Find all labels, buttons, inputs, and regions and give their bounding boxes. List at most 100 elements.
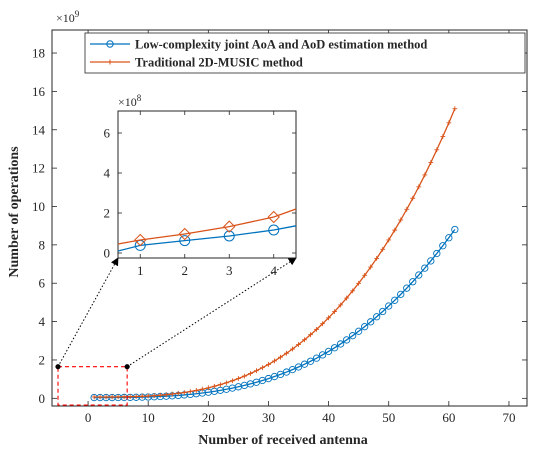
data-point	[290, 346, 295, 352]
data-point	[235, 376, 241, 381]
data-point	[115, 394, 121, 400]
main-y-tick-labels: 0 2 4 6 8 10 12 14 16 18	[32, 46, 46, 406]
inset-data-point	[267, 210, 280, 224]
data-point	[350, 288, 356, 294]
inset-plot-frame	[117, 110, 297, 259]
inset-x-tick-label: 4	[271, 263, 278, 278]
data-point	[314, 326, 319, 332]
data-point	[330, 344, 339, 352]
data-point	[348, 332, 357, 340]
data-point	[211, 383, 217, 389]
x-tick-label: 60	[442, 410, 455, 425]
legend-marker-2d-music	[107, 59, 113, 65]
data-point	[175, 390, 181, 396]
inset-data-point	[268, 224, 280, 236]
data-point	[103, 394, 109, 400]
legend-box	[84, 32, 526, 74]
data-point	[433, 249, 441, 258]
data-point	[361, 323, 369, 331]
data-point	[260, 365, 265, 371]
data-point	[312, 354, 321, 362]
data-point	[254, 368, 259, 374]
data-point	[415, 271, 423, 279]
data-point	[193, 388, 199, 393]
main-y-exponent-power: 9	[75, 9, 80, 19]
data-point	[294, 363, 303, 371]
data-point	[169, 391, 175, 397]
data-point	[181, 390, 187, 395]
inset-series-line	[117, 225, 297, 252]
inset-x-tick-label: 3	[226, 263, 233, 278]
y-axis-label: Number of operations	[7, 146, 22, 278]
data-point	[342, 336, 351, 344]
inset-y-exponent-base: ×10	[118, 95, 137, 109]
data-point	[133, 394, 139, 399]
data-point	[151, 393, 157, 399]
data-point	[440, 134, 446, 139]
data-point	[452, 106, 458, 112]
legend: Low-complexity joint AoA and AoD estimat…	[84, 32, 526, 74]
data-point	[446, 120, 452, 126]
x-tick-label: 30	[262, 410, 275, 425]
inset-axes: 1 2 3 4 0 2 4 6 ×108	[104, 93, 297, 278]
data-point	[356, 280, 362, 286]
data-point	[97, 394, 103, 400]
main-x-tick-labels: 0 10 20 30 40 50 60 70	[85, 410, 516, 425]
y-tick-label: 18	[32, 46, 45, 61]
data-point	[278, 354, 283, 360]
zoom-annotations	[55, 257, 297, 406]
data-point	[308, 332, 313, 338]
x-tick-label: 20	[202, 410, 215, 425]
data-point	[284, 350, 289, 356]
data-point	[410, 195, 416, 201]
inset-y-tick-label: 0	[104, 246, 111, 261]
data-point	[338, 302, 344, 308]
data-point	[385, 302, 393, 310]
y-tick-label: 16	[32, 84, 46, 99]
data-point	[404, 206, 410, 212]
data-point	[242, 373, 247, 379]
data-point	[427, 257, 435, 265]
data-point	[374, 255, 380, 261]
data-point	[380, 246, 386, 252]
data-point	[296, 342, 301, 347]
data-point	[421, 264, 429, 272]
data-point	[373, 313, 381, 321]
data-point	[403, 284, 411, 292]
y-tick-label: 8	[39, 237, 46, 252]
y-tick-label: 14	[32, 122, 46, 137]
data-point	[439, 242, 447, 250]
data-point	[187, 389, 193, 394]
data-point	[272, 358, 277, 364]
y-tick-label: 10	[32, 199, 45, 214]
data-point	[344, 295, 350, 301]
inset-y-tick-label: 2	[104, 206, 111, 221]
data-point	[434, 147, 440, 153]
data-point	[302, 337, 307, 343]
main-y-exponent-base: ×10	[56, 11, 75, 25]
main-y-exponent: ×109	[56, 9, 80, 25]
data-point	[288, 365, 297, 374]
data-point	[332, 309, 337, 314]
data-point	[145, 393, 151, 399]
data-point	[336, 340, 345, 348]
data-point	[324, 347, 333, 356]
x-axis-label: Number of received antenna	[198, 433, 367, 448]
inset-x-tick-labels: 1 2 3 4	[137, 263, 278, 278]
data-point	[199, 386, 205, 392]
inset-series-group	[117, 208, 297, 252]
data-point	[223, 380, 229, 386]
main-series-2d-music	[91, 106, 458, 400]
data-point	[326, 315, 331, 321]
data-point	[416, 184, 422, 190]
x-tick-label: 10	[142, 410, 155, 425]
data-point	[205, 385, 211, 391]
data-point	[91, 394, 97, 400]
legend-label-2d-music: Traditional 2D-MUSIC method	[135, 56, 303, 70]
data-point	[266, 362, 271, 367]
data-point	[392, 227, 398, 233]
inset-x-tick-label: 2	[182, 263, 189, 278]
x-tick-label: 0	[85, 410, 92, 425]
inset-data-point	[134, 233, 147, 247]
